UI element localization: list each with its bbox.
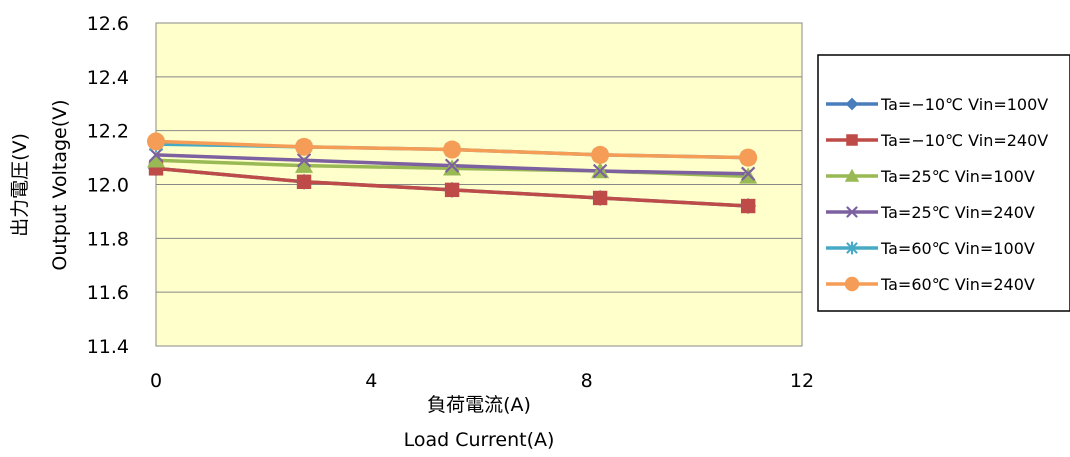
data-point bbox=[444, 182, 460, 198]
data-point bbox=[739, 148, 758, 167]
y-tick-label: 11.6 bbox=[87, 282, 129, 304]
legend-marker bbox=[846, 241, 858, 255]
legend-label: Ta=60℃ Vin=100V bbox=[880, 239, 1035, 258]
series-markers bbox=[147, 132, 758, 215]
legend-label: Ta=25℃ Vin=240V bbox=[880, 203, 1035, 222]
y-tick-label: 11.8 bbox=[87, 228, 129, 250]
x-tick-label: 8 bbox=[581, 370, 593, 392]
data-point bbox=[295, 156, 314, 173]
data-point bbox=[592, 163, 608, 179]
data-point bbox=[443, 140, 462, 159]
y-tick-label: 12.0 bbox=[87, 175, 129, 197]
legend-marker bbox=[845, 97, 859, 111]
legend-items: Ta=−10℃ Vin=100V Ta=−10℃ Vin=240V Ta=25℃ V… bbox=[826, 95, 1048, 294]
x-tick-labels: 0 4 8 12 bbox=[150, 370, 814, 392]
gridlines bbox=[156, 76, 802, 293]
x-axis-title-en: Load Current(A) bbox=[404, 429, 555, 451]
data-point bbox=[147, 132, 165, 151]
data-point bbox=[296, 153, 312, 168]
legend-label: Ta=25℃ Vin=100V bbox=[880, 167, 1035, 186]
y-tick-label: 11.4 bbox=[87, 336, 129, 358]
legend-label: Ta=−10℃ Vin=240V bbox=[880, 131, 1048, 150]
y-axis-title-jp: 出力電圧(V) bbox=[9, 133, 31, 237]
y-tick-label: 12.4 bbox=[87, 67, 129, 89]
data-point bbox=[444, 158, 460, 173]
x-tick-label: 12 bbox=[790, 370, 814, 392]
y-axis-title-en: Output Voltage(V) bbox=[49, 99, 71, 270]
x-tick-label: 4 bbox=[365, 370, 377, 392]
legend-marker bbox=[844, 276, 860, 292]
data-point bbox=[591, 145, 610, 164]
x-axis-title-jp: 負荷電流(A) bbox=[427, 394, 531, 416]
data-point bbox=[148, 147, 164, 163]
data-point bbox=[296, 174, 312, 190]
data-point bbox=[295, 137, 314, 156]
legend-marker bbox=[846, 134, 858, 146]
legend-box bbox=[817, 54, 1070, 312]
data-point bbox=[740, 166, 756, 181]
legend-marker bbox=[846, 206, 858, 218]
legend-label: Ta=−10℃ Vin=100V bbox=[880, 95, 1048, 114]
y-tick-labels: 11.4 11.6 11.8 12.0 12.2 12.4 12.6 bbox=[87, 13, 129, 358]
data-point bbox=[592, 190, 608, 206]
data-point bbox=[740, 198, 756, 214]
data-point bbox=[147, 151, 165, 168]
legend-marker bbox=[844, 168, 860, 182]
x-tick-label: 0 bbox=[150, 370, 162, 392]
y-tick-label: 12.6 bbox=[87, 13, 129, 35]
y-tick-label: 12.2 bbox=[87, 121, 129, 143]
legend: Ta=−10℃ Vin=100V Ta=−10℃ Vin=240V Ta=25℃ V… bbox=[817, 54, 1070, 312]
legend-label: Ta=60℃ Vin=240V bbox=[880, 275, 1035, 294]
